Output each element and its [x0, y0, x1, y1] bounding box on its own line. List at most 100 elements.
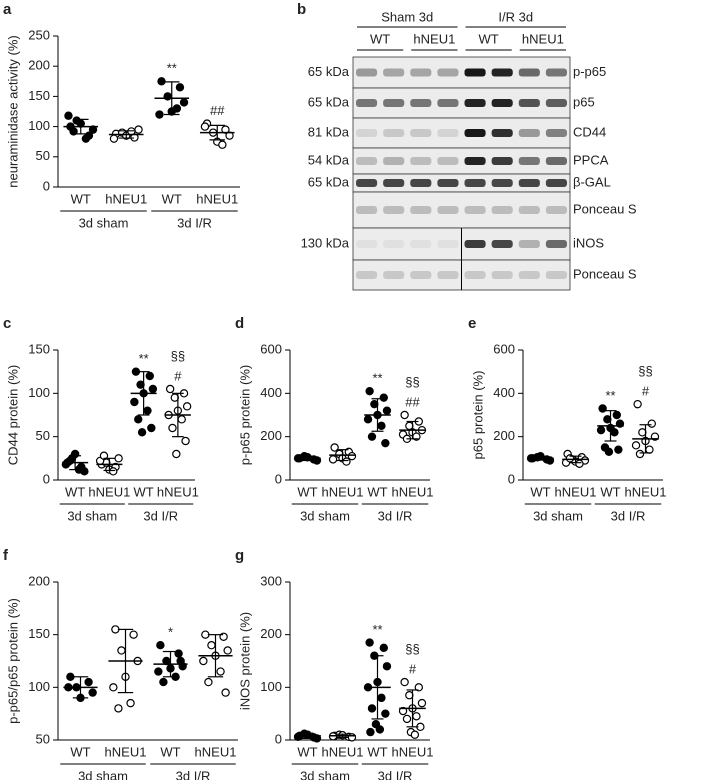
- data-point: [596, 425, 606, 435]
- y-axis-label: p-p65 protein (%): [237, 365, 252, 465]
- y-axis-label: neuraminidase activity (%): [5, 35, 20, 187]
- blot-band: [437, 179, 459, 187]
- data-point: [216, 667, 225, 676]
- blot-band: [383, 206, 405, 214]
- significance-label: ##: [405, 394, 420, 409]
- group-label: 3d I/R: [378, 508, 413, 523]
- blot-lane-label: hNEU1: [522, 31, 564, 46]
- data-point: [157, 77, 166, 86]
- y-tick-label: 200: [260, 428, 282, 443]
- blot-size-label: 81 kDa: [308, 124, 350, 139]
- significance-label: **: [372, 371, 382, 386]
- significance-label: #: [409, 662, 417, 677]
- x-tick-label: hNEU1: [195, 744, 237, 759]
- x-tick-label: WT: [162, 191, 182, 206]
- blot-row-label: Ponceau S: [573, 201, 637, 216]
- significance-label: #: [642, 384, 650, 399]
- blot-band: [464, 157, 486, 165]
- data-point: [293, 732, 303, 742]
- blot-band: [383, 129, 405, 137]
- blot-group-label: Sham 3d: [381, 9, 433, 24]
- y-tick-label: 100: [28, 385, 50, 400]
- y-axis-label: p65 protein (%): [470, 371, 485, 460]
- data-point: [65, 456, 74, 466]
- blot-band: [410, 99, 432, 107]
- panel-letter: f: [3, 547, 9, 564]
- data-point: [598, 404, 607, 413]
- blot-band: [518, 206, 540, 214]
- blot-band: [410, 129, 432, 137]
- data-point: [575, 459, 584, 468]
- blot-band: [410, 157, 432, 165]
- y-tick-label: 400: [260, 385, 282, 400]
- blot-row-label: iNOS: [573, 235, 604, 250]
- data-point: [109, 134, 119, 143]
- data-point: [631, 441, 641, 450]
- data-point: [117, 646, 126, 655]
- significance-label: **: [139, 351, 149, 366]
- blot-row-label: β-GAL: [573, 174, 611, 189]
- group-label: 3d sham: [533, 508, 583, 523]
- panel-letter: e: [468, 315, 476, 332]
- blot-band: [437, 206, 459, 214]
- blot-lane-label: WT: [479, 31, 499, 46]
- blot-band: [437, 157, 459, 165]
- group-label: 3d I/R: [611, 508, 646, 523]
- x-tick-label: WT: [160, 744, 180, 759]
- data-point: [377, 693, 386, 703]
- data-point: [126, 698, 135, 708]
- blot-row-label: p65: [573, 94, 595, 109]
- blot-band: [437, 68, 459, 77]
- significance-label: **: [605, 388, 615, 403]
- data-point: [143, 406, 152, 415]
- data-point: [366, 727, 375, 737]
- y-axis-label: iNOS protein (%): [237, 612, 252, 710]
- blot-band: [464, 129, 486, 137]
- data-point: [370, 399, 379, 409]
- y-tick-label: 200: [260, 626, 282, 641]
- y-tick-label: 0: [275, 471, 282, 486]
- blot-band: [518, 240, 540, 248]
- data-point: [221, 688, 230, 697]
- data-point: [177, 415, 186, 424]
- x-tick-label: hNEU1: [322, 744, 364, 759]
- data-point: [614, 445, 623, 454]
- data-point: [114, 454, 123, 463]
- data-point: [134, 125, 143, 134]
- data-point: [147, 423, 156, 433]
- blot-lane-label: hNEU1: [413, 31, 455, 46]
- data-point: [410, 730, 420, 739]
- data-point: [414, 683, 423, 692]
- data-point: [165, 384, 175, 394]
- group-label: 3d sham: [67, 508, 117, 523]
- x-tick-label: hNEU1: [555, 484, 597, 499]
- group-label: 3d I/R: [143, 508, 178, 523]
- data-point: [400, 410, 409, 420]
- blot-strip: [352, 117, 571, 149]
- y-tick-label: 100: [260, 679, 282, 694]
- blot-band: [491, 271, 513, 279]
- blot-size-label: 130 kDa: [301, 235, 350, 250]
- x-tick-label: WT: [600, 484, 620, 499]
- x-tick-label: hNEU1: [157, 484, 199, 499]
- blot-band: [356, 271, 378, 279]
- data-point: [154, 667, 163, 676]
- blot-band: [410, 68, 432, 77]
- blot-strip: [352, 191, 571, 229]
- data-point: [330, 443, 339, 452]
- blot-band: [545, 157, 567, 165]
- data-point: [382, 406, 392, 415]
- blot-band: [545, 271, 567, 279]
- blot-band: [383, 68, 405, 77]
- y-tick-label: 400: [493, 385, 515, 400]
- panel-letter: c: [3, 315, 11, 332]
- group-label: 3d I/R: [177, 215, 212, 230]
- y-tick-label: 50: [36, 731, 50, 746]
- x-tick-label: WT: [70, 744, 90, 759]
- x-tick-label: WT: [530, 484, 550, 499]
- data-point: [635, 449, 645, 459]
- data-point: [109, 683, 118, 692]
- data-point: [172, 449, 181, 459]
- significance-label: §§: [638, 364, 652, 379]
